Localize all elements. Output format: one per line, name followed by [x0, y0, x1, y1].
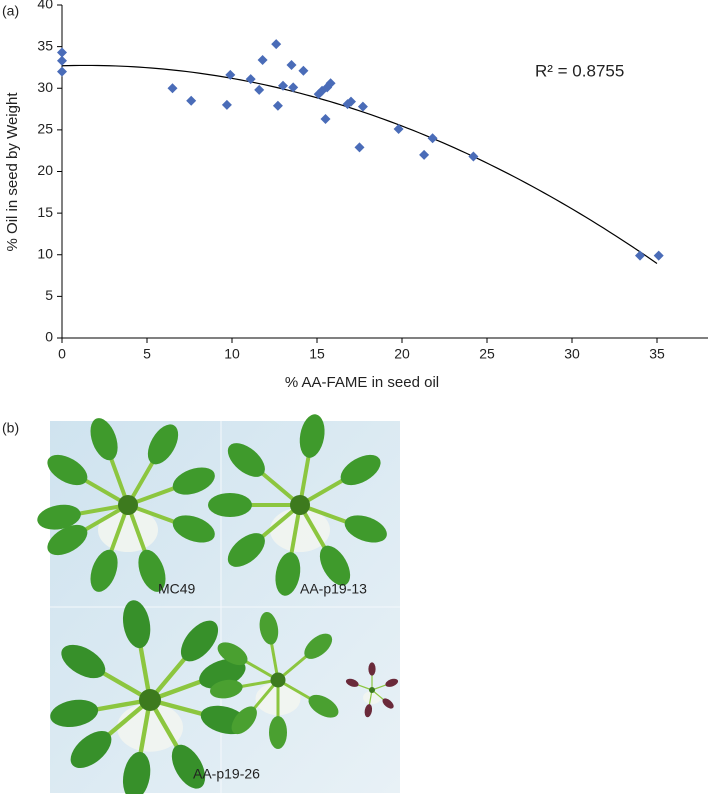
leaf: [47, 454, 88, 486]
data-point: [272, 100, 283, 111]
rosette-center: [118, 495, 138, 515]
leaf: [364, 704, 373, 718]
leaf: [319, 545, 351, 586]
data-point: [320, 114, 331, 125]
y-tick-label: 40: [37, 0, 53, 12]
rosette-center: [369, 687, 375, 693]
x-tick-label: 15: [309, 346, 325, 362]
data-point: [167, 83, 178, 94]
x-tick-label: 10: [224, 346, 240, 362]
leaf: [368, 662, 376, 676]
data-point: [354, 142, 365, 153]
data-point: [346, 96, 356, 107]
r-squared-annotation: R² = 0.8755: [535, 61, 624, 80]
leaf: [50, 699, 99, 728]
leaf: [227, 533, 265, 567]
photo-label: MC49: [158, 581, 196, 597]
leaf: [122, 751, 151, 799]
leaf: [37, 504, 81, 530]
data-point: [393, 124, 404, 135]
leaf: [231, 706, 257, 735]
data-point: [298, 65, 309, 76]
leaf: [345, 678, 359, 687]
panel-label: (a): [2, 3, 19, 19]
panel-label: (b): [2, 420, 19, 436]
data-point: [325, 78, 336, 89]
photo-panel: [37, 414, 400, 799]
x-tick-label: 25: [479, 346, 495, 362]
leaf: [70, 730, 112, 769]
data-point: [278, 80, 288, 91]
leaf: [208, 493, 252, 517]
data-point: [57, 47, 67, 58]
data-point: [245, 74, 256, 85]
rosette-center: [270, 672, 286, 688]
leaf: [122, 600, 151, 649]
data-point: [635, 250, 645, 261]
y-tick-label: 10: [37, 245, 53, 261]
leaf: [147, 424, 179, 465]
data-point: [653, 250, 664, 261]
y-axis-label: % Oil in seed by Weight: [4, 92, 21, 252]
leaf: [90, 549, 118, 592]
data-point: [419, 149, 430, 160]
leaf: [61, 644, 106, 679]
leaf: [344, 515, 387, 543]
leaf: [275, 552, 301, 596]
y-tick-label: 15: [37, 204, 53, 220]
leaf: [209, 679, 243, 699]
leaf: [172, 515, 215, 543]
photo-label: AA-p19-26: [193, 766, 260, 782]
data-point: [221, 99, 232, 110]
x-axis-label: % AA-FAME in seed oil: [285, 374, 439, 391]
data-point: [468, 151, 479, 162]
leaf: [340, 454, 381, 486]
leaf: [217, 642, 248, 666]
data-point: [186, 95, 197, 106]
data-point: [57, 66, 67, 77]
data-point: [257, 54, 268, 65]
trendline: [61, 64, 658, 264]
data-point: [357, 101, 368, 112]
leaf: [90, 418, 118, 461]
leaf: [172, 467, 215, 495]
leaf: [227, 443, 265, 477]
leaf: [180, 620, 219, 662]
leaf: [382, 698, 394, 709]
leaf: [308, 694, 339, 718]
x-tick-label: 0: [58, 346, 66, 362]
data-point: [57, 55, 67, 66]
y-tick-label: 35: [37, 37, 53, 53]
data-point: [225, 69, 236, 80]
y-tick-label: 30: [37, 79, 53, 95]
data-point: [288, 82, 299, 93]
y-tick-label: 25: [37, 121, 53, 137]
rosette-center: [290, 495, 310, 515]
y-tick-label: 5: [45, 287, 53, 303]
leaf: [299, 414, 325, 458]
data-point: [271, 39, 282, 50]
y-tick-label: 0: [45, 329, 53, 345]
leaf: [171, 744, 206, 789]
leaf: [259, 611, 279, 645]
data-point: [286, 59, 297, 70]
y-tick-label: 20: [37, 162, 53, 178]
data-point: [254, 84, 265, 95]
leaf: [304, 633, 333, 659]
leaf: [47, 524, 88, 556]
x-tick-label: 35: [649, 346, 665, 362]
x-tick-label: 30: [564, 346, 580, 362]
leaf: [138, 549, 166, 592]
leaf: [269, 716, 287, 749]
data-point: [427, 133, 438, 144]
x-tick-label: 5: [143, 346, 151, 362]
rosette-center: [139, 689, 161, 711]
x-tick-label: 20: [394, 346, 410, 362]
photo-label: AA-p19-13: [300, 581, 367, 597]
leaf: [385, 678, 399, 687]
